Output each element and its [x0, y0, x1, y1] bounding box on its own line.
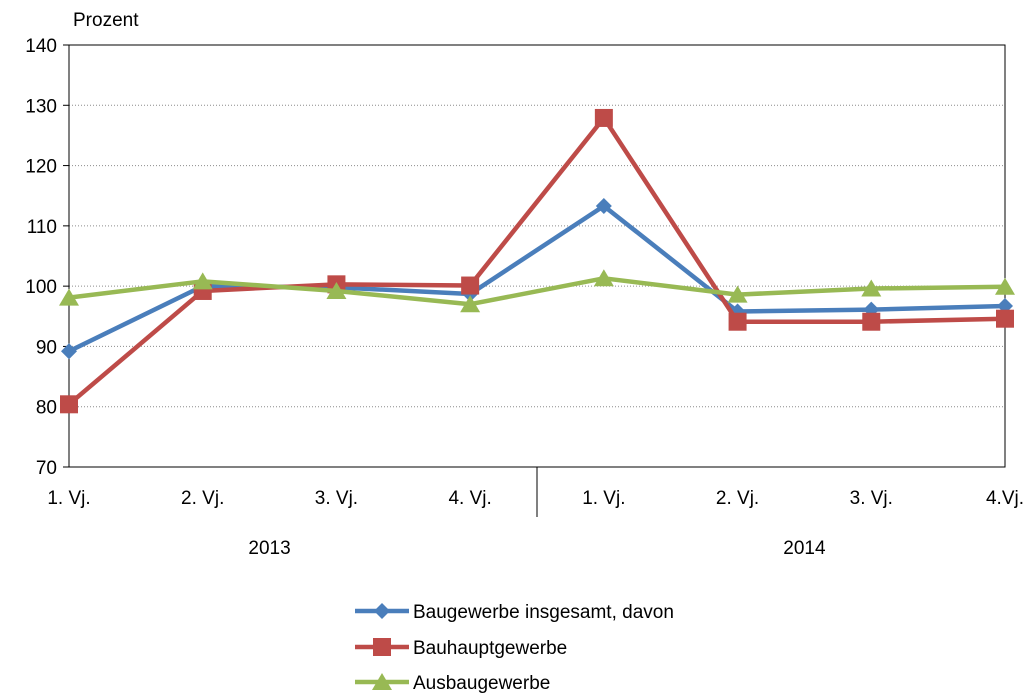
x-tick-label: 3. Vj. — [315, 488, 358, 509]
plot-area — [68, 44, 1006, 468]
series-line — [67, 115, 1006, 407]
data-point-square — [862, 312, 881, 331]
legend-label: Baugewerbe insgesamt, davon — [413, 602, 674, 623]
y-tick-label: 70 — [36, 458, 57, 479]
series-line — [68, 276, 1006, 307]
x-tick-label: 1. Vj. — [582, 488, 625, 509]
data-point-square — [996, 309, 1014, 328]
x-tick-label: 4. Vj. — [448, 488, 491, 509]
data-point-triangle — [192, 272, 213, 290]
x-tick-label: 4.Vj. — [986, 488, 1024, 509]
data-point-triangle — [59, 288, 79, 306]
data-point-triangle — [727, 285, 748, 303]
gridlines — [69, 104, 1005, 408]
data-point-square — [594, 108, 613, 127]
data-point-triangle — [995, 277, 1015, 295]
data-point-square — [461, 276, 480, 295]
y-tick-label: 120 — [25, 157, 57, 178]
group-label: 2013 — [248, 538, 290, 559]
x-tick-label: 3. Vj. — [850, 488, 893, 509]
y-tick-label: 80 — [36, 398, 57, 419]
data-point-triangle — [593, 269, 614, 287]
y-tick-label: 110 — [27, 217, 57, 238]
x-tick-label: 2. Vj. — [716, 488, 759, 509]
legend-label: Ausbaugewerbe — [413, 673, 550, 693]
y-tick-label: 140 — [25, 36, 57, 57]
series-line — [68, 203, 1006, 354]
legend-item: Baugewerbe insgesamt, davon — [355, 602, 674, 623]
series-2 — [60, 108, 1014, 414]
data-point-triangle — [861, 279, 882, 297]
x-axis-ticks: 1. Vj. 2. Vj. 3. Vj. 4. Vj. 1. Vj. 2. Vj. 3. V… — [47, 488, 1024, 509]
group-label: 2014 — [783, 538, 826, 559]
y-tick-label: 100 — [25, 277, 57, 298]
x-tick-label: 2. Vj. — [181, 488, 224, 509]
data-point-square — [373, 638, 391, 656]
x-tick-label: 1. Vj. — [47, 488, 90, 509]
legend-label: Bauhauptgewerbe — [413, 638, 567, 659]
y-tick-label: 90 — [36, 337, 57, 358]
series-layer — [59, 108, 1015, 414]
legend-item: Ausbaugewerbe — [355, 673, 550, 693]
series-3 — [59, 269, 1015, 313]
legend-item: Bauhauptgewerbe — [355, 638, 567, 659]
data-point-triangle — [460, 295, 481, 313]
data-point-square — [60, 395, 78, 414]
y-axis-label: Prozent — [73, 10, 139, 31]
data-point-diamond — [595, 197, 612, 214]
y-axis-ticks: 70 80 90 100 110 120 130 140 — [25, 36, 69, 479]
data-point-square — [728, 312, 747, 331]
x-axis-groups: 2013 2014 — [248, 467, 826, 559]
data-point-diamond — [374, 603, 390, 619]
y-tick-label: 130 — [25, 96, 57, 117]
data-point-triangle — [326, 281, 347, 299]
legend: Baugewerbe insgesamt, davon Bauhauptgewer… — [355, 602, 674, 693]
data-point-diamond — [61, 343, 77, 360]
data-point-triangle — [372, 673, 392, 690]
